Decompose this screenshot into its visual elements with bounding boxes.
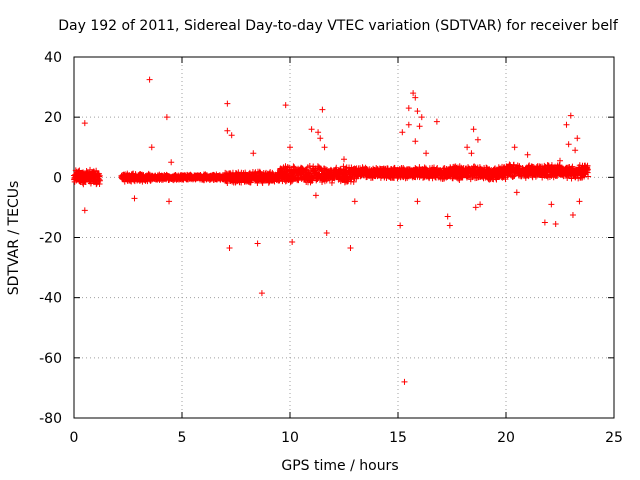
outlier-point — [289, 239, 296, 246]
band-point — [82, 179, 89, 186]
outlier-point — [319, 106, 326, 113]
outlier-point — [524, 151, 531, 158]
band-point — [502, 176, 509, 183]
outlier-point — [405, 105, 412, 112]
outlier-point — [308, 126, 315, 133]
outlier-point — [414, 198, 421, 205]
outlier-point — [472, 204, 479, 211]
outlier-point — [569, 211, 576, 218]
outlier-point — [323, 229, 330, 236]
outlier-point — [548, 201, 555, 208]
band-point — [306, 163, 313, 170]
outlier-point — [81, 120, 88, 127]
outlier-point — [81, 207, 88, 214]
outlier-point — [414, 108, 421, 115]
outlier-point — [470, 126, 477, 133]
data-points — [71, 76, 592, 385]
band-point — [394, 175, 401, 182]
outlier-point — [148, 144, 155, 151]
outlier-point — [552, 220, 559, 227]
y-tick-label: -40 — [39, 291, 62, 307]
outlier-point — [347, 245, 354, 252]
outlier-point — [572, 147, 579, 154]
x-tick-label: 10 — [281, 430, 299, 446]
outlier-point — [567, 112, 574, 119]
y-tick-label: 40 — [44, 50, 62, 66]
outlier-point — [563, 121, 570, 128]
outlier-point — [315, 129, 322, 136]
outlier-point — [416, 123, 423, 130]
outlier-point — [312, 192, 319, 199]
outlier-point — [418, 114, 425, 121]
outlier-point — [351, 198, 358, 205]
outlier-point — [397, 222, 404, 229]
outlier-point — [224, 127, 231, 134]
outlier-point — [446, 222, 453, 229]
outlier-point — [226, 245, 233, 252]
x-axis-label: GPS time / hours — [281, 458, 398, 474]
x-tick-label: 0 — [70, 430, 79, 446]
y-tick-label: -80 — [39, 411, 62, 427]
outlier-point — [513, 189, 520, 196]
outlier-point — [297, 168, 304, 175]
x-tick-label: 15 — [389, 430, 407, 446]
x-tick-label: 5 — [178, 430, 187, 446]
outlier-point — [321, 144, 328, 151]
y-tick-label: -20 — [39, 231, 62, 247]
outlier-point — [163, 114, 170, 121]
band-point — [290, 163, 297, 170]
band-point — [585, 173, 592, 180]
outlier-point — [576, 198, 583, 205]
x-tick-label: 25 — [605, 430, 623, 446]
outlier-point — [541, 219, 548, 226]
outlier-point — [477, 201, 484, 208]
outlier-point — [228, 132, 235, 139]
grid-lines — [74, 57, 614, 418]
band-point — [93, 167, 100, 174]
outlier-point — [254, 240, 261, 247]
x-tick-label: 20 — [497, 430, 515, 446]
outlier-point — [401, 378, 408, 385]
axis-ticks: 0 5 10 15 20 25 -80 -60 -40 -20 0 20 40 — [39, 50, 623, 446]
band-point — [96, 177, 103, 184]
band-point — [584, 166, 591, 173]
outlier-point — [511, 144, 518, 151]
outlier-point — [423, 150, 430, 157]
y-axis-label: SDTVAR / TECUs — [6, 181, 22, 296]
outlier-point — [224, 100, 231, 107]
outlier-point — [399, 129, 406, 136]
outlier-point — [282, 102, 289, 109]
outlier-point — [317, 135, 324, 142]
outlier-point — [565, 141, 572, 148]
outlier-point — [574, 135, 581, 142]
outlier-point — [412, 138, 419, 145]
y-tick-label: 0 — [53, 170, 62, 186]
outlier-point — [433, 118, 440, 125]
outlier-point — [258, 290, 265, 297]
outlier-point — [166, 198, 173, 205]
outlier-point — [474, 136, 481, 143]
y-tick-label: 20 — [44, 110, 62, 126]
outlier-point — [405, 121, 412, 128]
outlier-point — [146, 76, 153, 83]
outlier-point — [412, 94, 419, 101]
outlier-point — [168, 159, 175, 166]
outlier-point — [341, 156, 347, 163]
outlier-point — [444, 213, 451, 220]
outlier-point — [131, 195, 138, 202]
chart-title: Day 192 of 2011, Sidereal Day-to-day VTE… — [58, 18, 619, 34]
outlier-point — [464, 144, 471, 151]
outlier-point — [287, 144, 293, 151]
outlier-point — [410, 90, 417, 97]
outlier-point — [557, 157, 563, 164]
band-point — [291, 164, 298, 171]
outlier-point — [468, 150, 475, 157]
y-tick-label: -60 — [39, 351, 62, 367]
outlier-point — [250, 150, 257, 157]
